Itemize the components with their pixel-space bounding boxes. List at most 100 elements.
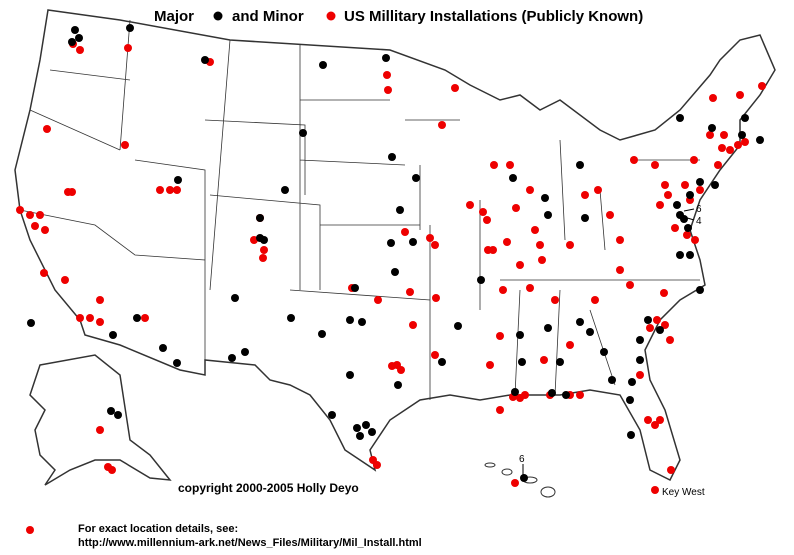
major-installation: [562, 391, 570, 399]
legend-major: [213, 11, 223, 21]
major-installation: [628, 378, 636, 386]
major-installation: [299, 129, 307, 137]
major-installation: [636, 356, 644, 364]
minor-installation: [383, 71, 391, 79]
minor-installation: [31, 222, 39, 230]
major-installation: [676, 251, 684, 259]
minor-installation: [121, 141, 129, 149]
callout-line: [683, 216, 695, 221]
major-installation: [644, 316, 652, 324]
major-installation: [586, 328, 594, 336]
minor-installation: [660, 289, 668, 297]
minor-installation: [616, 266, 624, 274]
major-installation: [520, 474, 528, 482]
major-installation: [346, 316, 354, 324]
major-installation: [454, 322, 462, 330]
major-installation: [356, 432, 364, 440]
minor-installation: [736, 91, 744, 99]
major-installation: [756, 136, 764, 144]
minor-installation: [661, 321, 669, 329]
major-installation: [518, 358, 526, 366]
major-installation: [676, 114, 684, 122]
footer-url: http://www.millennium-ark.net/News_Files…: [78, 537, 422, 549]
major-installation: [576, 318, 584, 326]
major-installation: [394, 381, 402, 389]
minor-installation: [431, 241, 439, 249]
minor-installation: [606, 211, 614, 219]
major-installation: [608, 376, 616, 384]
minor-installation: [108, 466, 116, 474]
minor-installation: [726, 146, 734, 154]
island: [484, 462, 496, 468]
minor-installation: [499, 286, 507, 294]
major-installation: [228, 354, 236, 362]
minor-installation: [384, 86, 392, 94]
minor-installation: [683, 231, 691, 239]
major-installation: [107, 407, 115, 415]
major-installation: [656, 326, 664, 334]
major-installation: [556, 358, 564, 366]
major-installation: [133, 314, 141, 322]
minor-installation: [68, 188, 76, 196]
major-installation: [287, 314, 295, 322]
minor-installation: [540, 356, 548, 364]
major-installation: [544, 324, 552, 332]
title-major: Major: [154, 8, 194, 25]
major-installation: [319, 61, 327, 69]
minor-installation: [36, 211, 44, 219]
major-installation: [126, 24, 134, 32]
installations: [16, 24, 766, 534]
minor-installation: [656, 416, 664, 424]
minor-installation: [26, 526, 34, 534]
major-installation: [382, 54, 390, 62]
minor-installation: [96, 318, 104, 326]
major-installation: [626, 396, 634, 404]
minor-installation: [664, 191, 672, 199]
minor-installation: [260, 246, 268, 254]
minor-installation: [526, 186, 534, 194]
major-installation: [438, 358, 446, 366]
minor-installation: [426, 234, 434, 242]
alaska: [29, 354, 172, 486]
legend-minor: [326, 11, 336, 21]
minor-installation: [61, 276, 69, 284]
minor-installation: [551, 296, 559, 304]
callout-label: 6: [519, 454, 525, 465]
major-installation: [412, 174, 420, 182]
minor-installation: [43, 125, 51, 133]
major-installation: [328, 411, 336, 419]
major-installation: [260, 236, 268, 244]
minor-installation: [531, 226, 539, 234]
key-west-label: Key West: [662, 487, 705, 498]
minor-installation: [709, 94, 717, 102]
major-installation: [548, 389, 556, 397]
major-installation: [68, 38, 76, 46]
minor-installation: [720, 131, 728, 139]
minor-installation: [409, 321, 417, 329]
minor-installation: [173, 186, 181, 194]
major-installation: [362, 421, 370, 429]
minor-installation: [406, 288, 414, 296]
minor-installation: [26, 211, 34, 219]
major-installation: [351, 284, 359, 292]
minor-installation: [16, 206, 24, 214]
major-installation: [627, 431, 635, 439]
minor-installation: [651, 486, 659, 494]
callout-label: 6: [696, 204, 702, 215]
minor-installation: [166, 186, 174, 194]
major-installation: [511, 388, 519, 396]
major-installation: [409, 238, 417, 246]
minor-installation: [646, 324, 654, 332]
major-installation: [673, 201, 681, 209]
major-installation: [686, 251, 694, 259]
minor-installation: [432, 294, 440, 302]
major-installation: [241, 348, 249, 356]
copyright: copyright 2000-2005 Holly Deyo: [178, 481, 359, 495]
minor-installation: [651, 421, 659, 429]
minor-installation: [661, 181, 669, 189]
major-installation: [516, 331, 524, 339]
major-installation: [201, 56, 209, 64]
minor-installation: [489, 246, 497, 254]
minor-installation: [630, 156, 638, 164]
